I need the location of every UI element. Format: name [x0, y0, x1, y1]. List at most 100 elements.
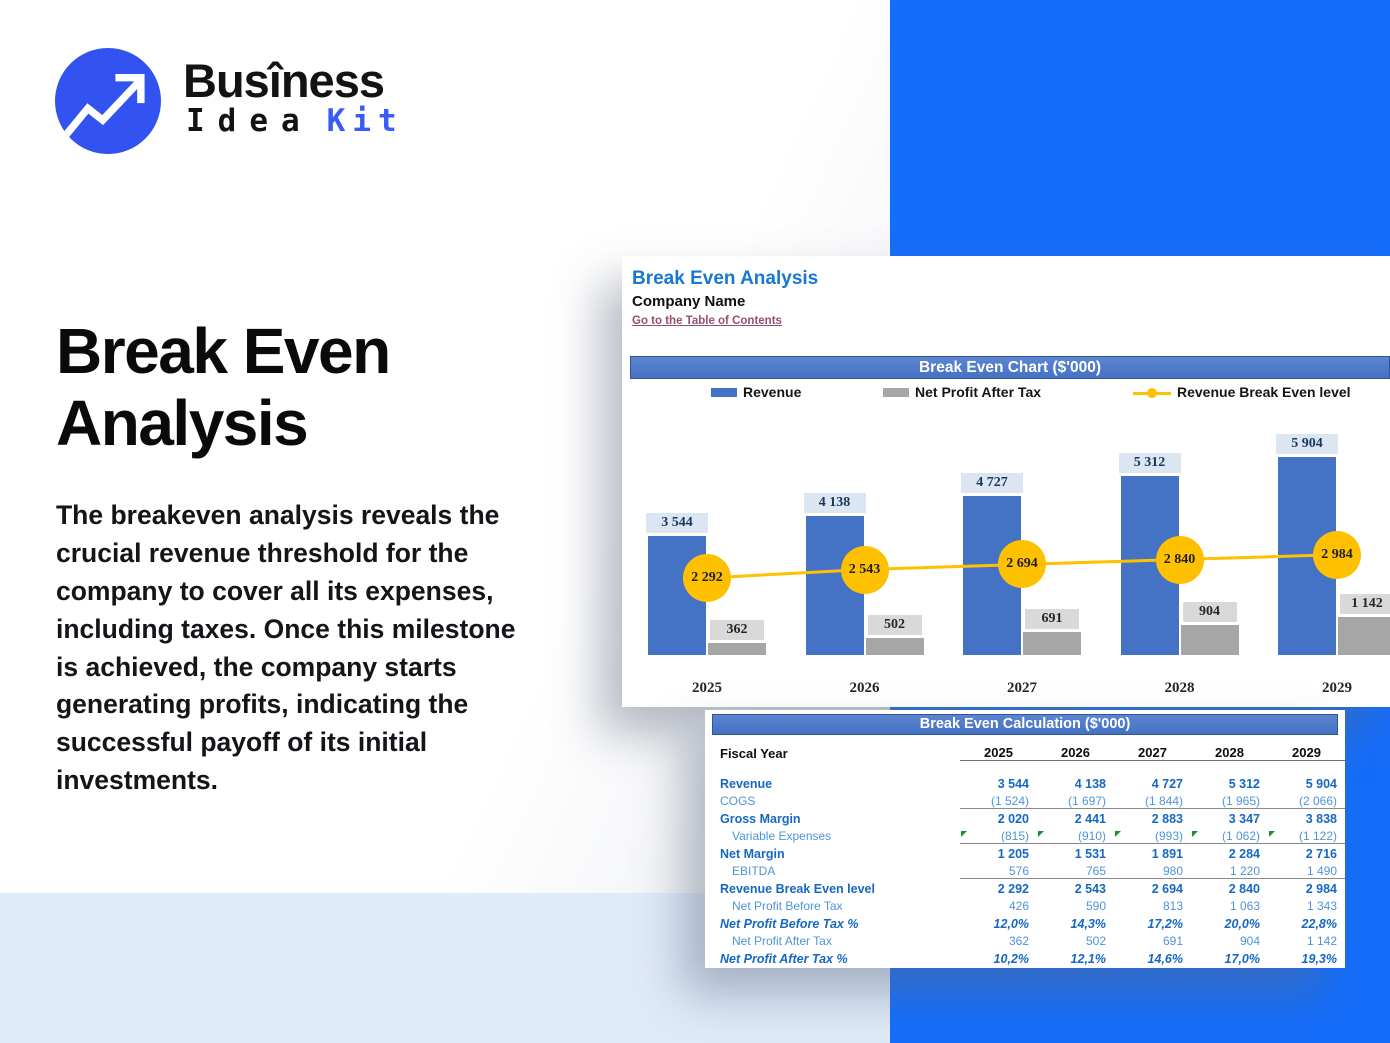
- spreadsheet-calc-panel: Break Even Calculation ($'000) Fiscal Ye…: [705, 710, 1345, 968]
- legend-label: Revenue: [743, 384, 802, 400]
- net-profit-value-label: 502: [867, 615, 922, 636]
- legend-swatch: [711, 387, 737, 397]
- x-axis-year-label: 2026: [849, 680, 880, 696]
- calc-row: COGS (1 524) (1 697) (1 844) (1 965) (2 066): [712, 793, 1345, 811]
- cell-value: 17,2%: [1147, 916, 1183, 931]
- cell-value: 1 343: [1306, 899, 1337, 914]
- cell-value: 2 020: [997, 811, 1029, 826]
- table-of-contents-link[interactable]: Go to the Table of Contents: [632, 315, 782, 327]
- x-axis-year-label: 2025: [692, 680, 722, 696]
- cell-value: 1 891: [1151, 846, 1183, 861]
- x-axis-year-label: 2029: [1322, 680, 1352, 696]
- cell-value: 3 347: [1228, 811, 1260, 826]
- year-column-header: 2027: [1114, 745, 1191, 761]
- revenue-value-label: 4 727: [961, 473, 1023, 494]
- calc-row: Revenue Break Even level 2 292 2 543 2 694 2…: [712, 880, 1345, 898]
- calc-row: Variable Expenses (815) (910) (993) (1 062)(…: [712, 828, 1345, 846]
- brand-logo: Busîness Idea Kit: [55, 45, 535, 165]
- cell-value: 502: [1085, 934, 1106, 949]
- cell-value: (1 062): [1191, 829, 1268, 844]
- cell-value: 4 727: [1151, 776, 1183, 791]
- break-even-point: 2 694: [998, 540, 1046, 589]
- calc-row: Net Profit Before Tax % 12,0% 14,3% 17,2% 20…: [712, 915, 1345, 933]
- net-profit-bar: [1338, 616, 1390, 655]
- year-column-header: 2026: [1037, 745, 1114, 761]
- cell-value: (2 066): [1268, 794, 1345, 809]
- row-label: Net Margin: [720, 846, 785, 861]
- cell-value: 22,8%: [1301, 916, 1337, 931]
- calc-row: EBITDA 576 765 980 1 220 1 490: [712, 863, 1345, 881]
- calc-row: Net Profit Before Tax 426 590 813 1 063 1 343: [712, 898, 1345, 916]
- calc-header-bar: Break Even Calculation ($'000): [712, 714, 1338, 735]
- brand-kit-text: Kit: [326, 103, 404, 139]
- row-label: Net Profit Before Tax %: [720, 916, 859, 931]
- year-column-header: 2025: [960, 745, 1037, 761]
- cell-value: 362: [1008, 934, 1029, 949]
- revenue-value-label: 3 544: [646, 512, 708, 533]
- calc-row: Net Profit After Tax % 10,2% 12,1% 14,6% 17,…: [712, 950, 1345, 968]
- cell-value: 17,0%: [1224, 951, 1260, 966]
- cell-value: (1 697): [1037, 794, 1114, 809]
- cell-value: 813: [1162, 899, 1183, 914]
- calc-row: Gross Margin 2 020 2 441 2 883 3 347 3 838: [712, 810, 1345, 828]
- legend-line-marker: [1133, 387, 1171, 398]
- x-axis-year-label: 2028: [1164, 680, 1195, 696]
- cell-value: 12,1%: [1070, 951, 1106, 966]
- cell-value: 426: [1008, 899, 1029, 914]
- net-profit-bar: [1023, 631, 1081, 655]
- x-axis-year-label: 2027: [1007, 680, 1037, 696]
- page-title: Break Even Analysis: [56, 315, 391, 459]
- break-even-line: [706, 553, 1338, 580]
- cell-value: 4 138: [1074, 776, 1106, 791]
- net-profit-bar: [1180, 624, 1239, 655]
- calc-row: Revenue 3 544 4 138 4 727 5 312 5 904: [712, 775, 1345, 793]
- cell-value: 14,6%: [1147, 951, 1183, 966]
- revenue-value-label: 4 138: [803, 492, 866, 513]
- cell-value: 2 284: [1228, 846, 1260, 861]
- calc-table: Fiscal Year 2025 2026 2027 2028 2029 Revenue 3 …: [712, 740, 1345, 968]
- page-title-line1: Break Even: [56, 315, 391, 387]
- break-even-point: 2 292: [683, 553, 731, 602]
- net-profit-bar: [708, 642, 766, 655]
- legend-swatch: [883, 387, 909, 397]
- row-label: Net Profit Before Tax: [732, 899, 843, 914]
- row-label: Variable Expenses: [732, 829, 832, 844]
- page-title-line2: Analysis: [56, 386, 309, 459]
- legend-item-3: Revenue Break Even level: [1133, 384, 1351, 400]
- cell-value: 1 205: [997, 846, 1029, 861]
- brand-name-bottom: Idea Kit: [186, 103, 404, 139]
- calc-row: Net Margin 1 205 1 531 1 891 2 284 2 716: [712, 845, 1345, 863]
- table-spacer: [712, 766, 1345, 775]
- cell-value: 3 544: [997, 776, 1029, 791]
- fiscal-year-label: Fiscal Year: [720, 745, 788, 761]
- cell-value: 1 220: [1191, 864, 1268, 879]
- row-label: COGS: [720, 794, 756, 809]
- cell-value: 2 441: [1074, 811, 1106, 826]
- spreadsheet-chart-panel: Break Even Analysis Company Name Go to t…: [622, 256, 1390, 707]
- fiscal-year-header-row: Fiscal Year 2025 2026 2027 2028 2029: [712, 740, 1345, 766]
- calc-row: Net Profit After Tax 362 502 691 904 1 142: [712, 933, 1345, 951]
- break-even-point: 2 840: [1155, 535, 1204, 584]
- row-label: Net Profit After Tax %: [720, 951, 848, 966]
- cell-value: 980: [1114, 864, 1191, 879]
- net-profit-value-label: 691: [1025, 608, 1079, 629]
- cell-value: 2 292: [997, 881, 1029, 896]
- net-profit-bar: [865, 638, 924, 655]
- cell-value: 19,3%: [1301, 951, 1337, 966]
- cell-value: 2 716: [1305, 846, 1337, 861]
- brand-name-top: Busîness: [183, 54, 385, 107]
- cell-value: 14,3%: [1070, 916, 1106, 931]
- cell-value: 2 543: [1074, 881, 1106, 896]
- row-label: EBITDA: [732, 864, 776, 879]
- cell-value: 5 312: [1228, 776, 1260, 791]
- cell-value: (1 122): [1268, 829, 1345, 844]
- cell-value: 2 694: [1151, 881, 1183, 896]
- cell-value: (815): [960, 829, 1037, 844]
- break-even-point: 2 543: [840, 545, 889, 594]
- cell-value: (1 965): [1191, 794, 1268, 809]
- year-column-header: 2028: [1191, 745, 1268, 761]
- chart-plot: 3 544 362 2025 4 138 502 2026 4 727 691 2027 5 31…: [622, 256, 1390, 707]
- cell-value: 1 531: [1074, 846, 1106, 861]
- cell-value: 5 904: [1305, 776, 1337, 791]
